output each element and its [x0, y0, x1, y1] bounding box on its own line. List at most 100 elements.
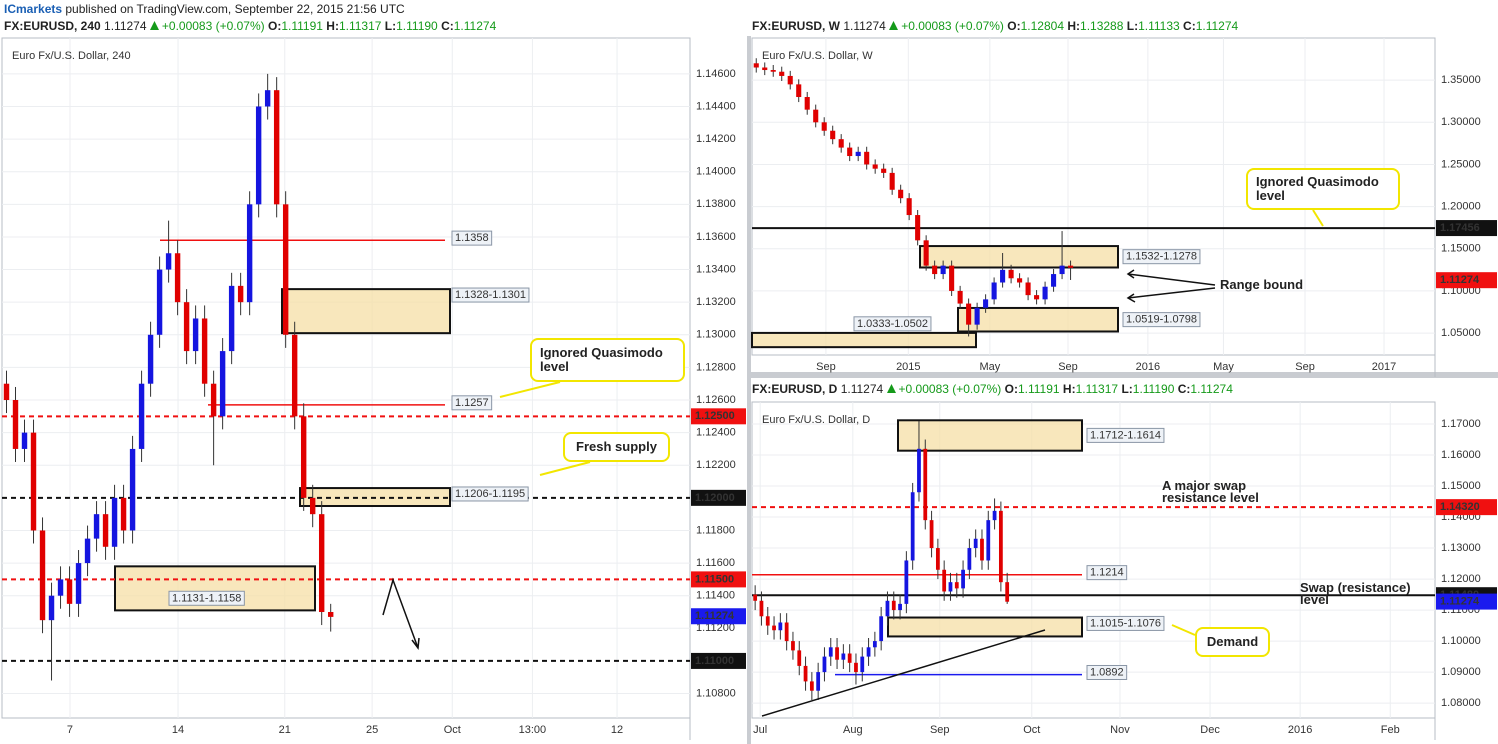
candle [929, 510, 934, 558]
candle-body [915, 215, 921, 241]
candle-body [973, 538, 978, 549]
y-tick-label: 1.12000 [1441, 573, 1481, 585]
candle [165, 220, 172, 283]
callout-pointer [499, 381, 561, 398]
y-tick-label: 1.20000 [1441, 201, 1481, 213]
candle [770, 64, 776, 77]
candle-body [772, 625, 776, 631]
candle [147, 321, 154, 397]
ohlc-value: 1.11317 [338, 19, 382, 33]
candle [923, 439, 928, 530]
candle-body [3, 383, 10, 401]
price-marker-label: 1.12000 [695, 492, 735, 504]
candle [998, 501, 1003, 592]
label-box [451, 230, 493, 246]
candle-body [998, 510, 1003, 583]
candle [847, 644, 852, 673]
candle-body [906, 198, 912, 216]
x-tick-label: May [1213, 361, 1234, 373]
ohlc-key: C: [1177, 382, 1191, 396]
candle [864, 146, 870, 170]
label-box [451, 287, 530, 303]
annotation: Swap (resistance) level [1300, 580, 1411, 607]
candle [816, 662, 821, 701]
candle-body [192, 318, 199, 352]
candle [860, 647, 865, 682]
candle-body [835, 647, 839, 660]
symbol: FX:EURUSD, W [752, 19, 840, 33]
candle-body [860, 656, 865, 673]
candle [66, 566, 73, 617]
candle [804, 91, 810, 115]
y-tick-label: 1.09000 [1441, 666, 1481, 678]
y-tick-label: 1.13000 [696, 329, 736, 341]
panel-header: FX:EURUSD, 240 1.11274 +0.00083 (+0.07%)… [4, 18, 496, 34]
candle [898, 184, 904, 204]
candle [1025, 277, 1031, 301]
candle [835, 637, 839, 670]
candle [264, 73, 271, 120]
candle [957, 285, 963, 309]
publish-info: published on TradingView.com, September … [62, 2, 405, 16]
label-box [1086, 664, 1128, 680]
candle-body [327, 612, 334, 617]
candle-body [866, 647, 871, 657]
candle [778, 613, 783, 640]
candle-body [986, 520, 991, 561]
y-tick-label: 1.14600 [696, 68, 736, 80]
candle-body [111, 497, 118, 547]
panel-title: Euro Fx/U.S. Dollar, W [762, 50, 873, 62]
candle [753, 58, 759, 73]
ohlc-value: 1.11191 [281, 19, 323, 33]
candle-body [983, 299, 989, 308]
candle-body [796, 84, 802, 98]
candle [753, 585, 758, 611]
candle [784, 613, 789, 651]
y-tick-label: 1.10000 [1441, 635, 1481, 647]
x-tick-label: Dec [1200, 724, 1220, 736]
candle [813, 104, 819, 128]
price-marker [691, 408, 746, 425]
ohlc-value: 1.11317 [1075, 382, 1119, 396]
candle [904, 551, 909, 614]
candle-body [784, 622, 789, 642]
candle-body [923, 240, 929, 266]
candle-body [949, 265, 955, 291]
candle-body [273, 90, 280, 205]
candle [948, 572, 953, 601]
candle [237, 272, 244, 316]
candle [219, 338, 226, 430]
callout-pointer [539, 461, 591, 476]
candle [866, 637, 871, 666]
candle-body [954, 582, 959, 589]
candle-body [910, 492, 915, 561]
candle-body [246, 204, 253, 303]
candle [889, 167, 895, 195]
last-price: 1.11274 [843, 19, 886, 33]
arrow-head [411, 637, 420, 650]
zone-label: 1.1015-1.1076 [1090, 617, 1161, 629]
price-marker [1436, 593, 1497, 610]
ohlc-value: 1.11191 [1017, 382, 1060, 396]
candle-body [318, 514, 325, 613]
ohlc-value: 1.13288 [1080, 19, 1124, 33]
candle-body [759, 600, 764, 617]
change: +0.00083 (+0.07%) [901, 19, 1004, 33]
candle-body [864, 151, 870, 165]
candle-body [48, 595, 55, 621]
candle [992, 498, 997, 530]
candle [974, 302, 980, 330]
candle [915, 209, 921, 246]
candle-body [165, 253, 172, 270]
ohlc-key: O: [267, 19, 282, 33]
candle [102, 501, 109, 560]
price-marker [1436, 272, 1497, 289]
candle-body [66, 579, 73, 604]
candle [898, 594, 902, 620]
candle-body [803, 665, 808, 682]
zone-label: 1.1131-1.1158 [172, 592, 241, 604]
candle-body [879, 616, 884, 642]
price-marker [1436, 499, 1497, 516]
candle-body [1005, 582, 1010, 602]
